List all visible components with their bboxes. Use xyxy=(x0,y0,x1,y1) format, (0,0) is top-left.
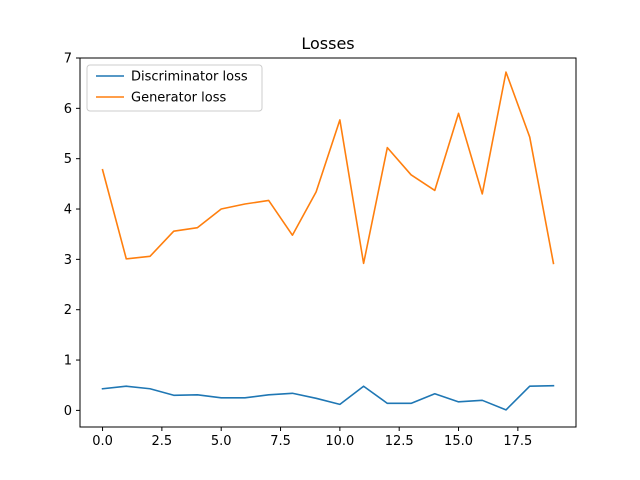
legend-label-1: Generator loss xyxy=(131,91,226,106)
x-tick-label: 10.0 xyxy=(325,434,354,449)
chart-title: Losses xyxy=(301,34,354,53)
y-tick-label: 5 xyxy=(64,152,72,167)
legend-box xyxy=(86,64,263,112)
x-tick-label: 7.5 xyxy=(270,434,291,449)
y-tick-label: 0 xyxy=(64,404,72,419)
series-line-0 xyxy=(101,384,555,411)
y-tick-label: 3 xyxy=(64,253,72,268)
y-tick-label: 2 xyxy=(64,303,72,318)
series-line-1 xyxy=(101,71,555,265)
x-tick-label: 15.0 xyxy=(444,434,473,449)
x-tick-label: 0.0 xyxy=(92,434,113,449)
x-tick-label: 12.5 xyxy=(385,434,414,449)
legend: Discriminator loss Generator loss xyxy=(86,64,263,112)
y-tick-label: 6 xyxy=(64,102,72,117)
y-tick-label: 7 xyxy=(64,52,72,67)
legend-label-0: Discriminator loss xyxy=(131,70,248,85)
x-tick-label: 5.0 xyxy=(211,434,232,449)
axes-frame xyxy=(79,57,577,428)
x-tick-label: 17.5 xyxy=(503,434,532,449)
y-tick-label: 4 xyxy=(64,203,72,218)
x-tick-label: 2.5 xyxy=(152,434,173,449)
plot-area: 0.0 2.5 5.0 7.5 10.0 12.5 15.0 17.5 0 1 2 3 4 5 6 7 xyxy=(64,52,577,449)
y-tick-label: 1 xyxy=(64,354,72,369)
